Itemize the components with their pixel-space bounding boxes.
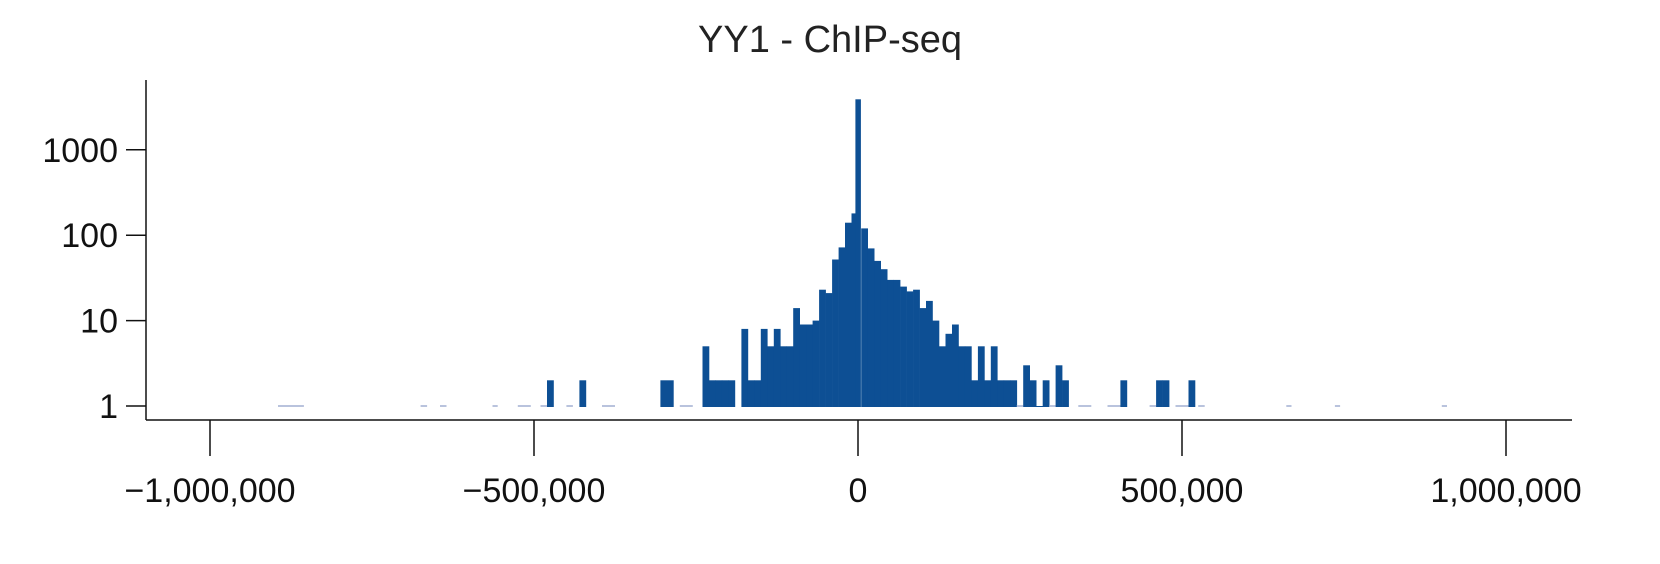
histogram-bar — [602, 405, 615, 407]
histogram-bar — [679, 405, 693, 407]
histogram-bar — [579, 380, 587, 407]
histogram-bar — [721, 380, 729, 407]
histogram-bar — [887, 279, 894, 407]
histogram-bar — [728, 380, 736, 407]
y-tick-label: 1 — [99, 388, 118, 426]
histogram-bar — [1286, 405, 1292, 407]
histogram-bar — [702, 346, 710, 407]
histogram-bar — [517, 405, 531, 407]
x-tick-label: 500,000 — [1121, 472, 1244, 510]
histogram-bar — [819, 289, 826, 407]
histogram-bar — [566, 405, 573, 407]
histogram-bar — [1334, 405, 1341, 407]
x-tick-label: 1,000,000 — [1430, 472, 1581, 510]
histogram-bar — [786, 346, 794, 407]
histogram-bar — [913, 289, 920, 407]
y-tick-label: 1000 — [42, 132, 118, 170]
histogram-bar — [1188, 380, 1196, 407]
histogram-bar — [806, 324, 813, 407]
histogram-bar — [861, 228, 868, 407]
histogram-bar — [906, 291, 914, 407]
histogram-bar — [1029, 380, 1037, 407]
histogram-bar — [741, 328, 749, 407]
histogram-bar — [793, 308, 800, 407]
histogram-bar — [832, 259, 839, 407]
histogram-bar — [812, 320, 820, 407]
histogram-bar — [990, 346, 998, 407]
histogram-bar — [547, 380, 554, 407]
histogram-bar — [926, 300, 933, 407]
bars-group — [278, 99, 1447, 408]
histogram-bar — [919, 308, 927, 407]
y-tick-label: 100 — [61, 217, 118, 255]
histogram-bar — [1107, 405, 1121, 407]
histogram-bar — [1049, 405, 1056, 407]
histogram-bar — [845, 222, 852, 407]
histogram-bar — [984, 380, 992, 407]
histogram-bar — [660, 380, 674, 407]
histogram-bar — [880, 269, 888, 407]
histogram-bar — [952, 324, 959, 407]
histogram-bar — [773, 328, 781, 407]
histogram-bar — [780, 346, 787, 407]
histogram-bar — [1078, 405, 1092, 407]
histogram-bar — [492, 405, 498, 407]
histogram-bar — [440, 405, 447, 407]
histogram-bar — [893, 279, 901, 407]
histogram-bar — [767, 346, 775, 407]
histogram-bar — [939, 346, 946, 407]
histogram-bar — [900, 286, 907, 407]
histogram-bar — [1055, 365, 1063, 407]
histogram-bar — [825, 293, 833, 407]
histogram-bar — [278, 405, 304, 407]
histogram-bar — [747, 380, 755, 407]
histogram-bar — [977, 346, 985, 407]
histogram-bar — [1441, 405, 1447, 407]
histogram-bar — [1042, 380, 1050, 407]
histogram-bar — [420, 405, 428, 407]
histogram-bar — [1023, 365, 1030, 407]
histogram-bar — [754, 380, 762, 407]
histogram-bar — [932, 320, 940, 407]
x-tick-label: 0 — [849, 472, 868, 510]
x-tick-label: −500,000 — [463, 472, 606, 510]
histogram-bar — [838, 247, 846, 407]
histogram-bar — [1175, 405, 1189, 407]
histogram-bar — [874, 260, 881, 407]
histogram-bar — [855, 99, 861, 408]
histogram-bar — [709, 380, 716, 407]
histogram-bar — [1036, 406, 1043, 407]
axes-group: 1 10 100 1000 −1,000,000 −500,000 0 500,000 1,00… — [42, 80, 1582, 510]
x-tick-label: −1,000,000 — [124, 472, 295, 510]
histogram-bar — [958, 346, 966, 407]
histogram-bar — [867, 248, 875, 407]
histogram-bar — [1149, 405, 1157, 407]
histogram-bar — [540, 405, 547, 407]
histogram-bar — [799, 324, 807, 407]
histogram-bar — [851, 213, 859, 407]
histogram-bar — [971, 380, 979, 407]
histogram-bar — [1156, 380, 1163, 407]
histogram-bar — [715, 380, 723, 407]
histogram-bar — [945, 333, 953, 407]
histogram-bar — [1162, 380, 1170, 407]
chart-title: YY1 - ChIP-seq — [698, 19, 962, 61]
histogram-bar — [1016, 405, 1024, 407]
y-tick-label: 10 — [80, 303, 118, 341]
histogram-bar — [1010, 380, 1018, 407]
histogram-bar — [997, 380, 1005, 407]
histogram-bar — [1003, 380, 1011, 407]
histogram-bar — [1062, 380, 1069, 407]
histogram-bar — [1120, 380, 1128, 407]
histogram-bar — [964, 346, 972, 407]
histogram-bar — [760, 328, 768, 407]
histogram-bar — [1198, 405, 1205, 407]
